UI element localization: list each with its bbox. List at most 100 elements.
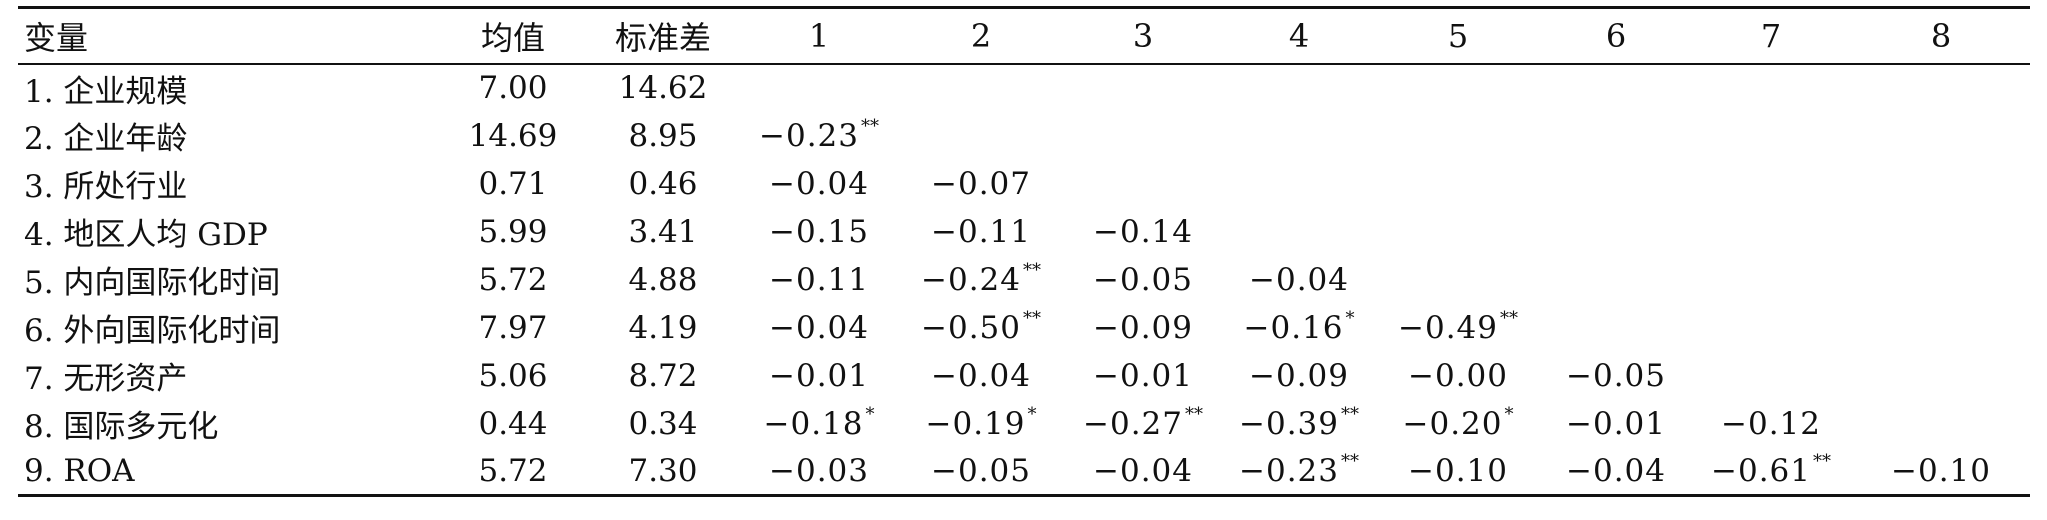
correlation-cell: −0.24 **	[900, 256, 1062, 304]
correlation-cell	[1224, 64, 1374, 112]
variable-label: 2. 企业年龄	[24, 121, 188, 157]
correlation-table: 变量 均值 标准差 1 2 3 4 5 6 7 8 1. 企业规模 7.00 14.62 2. 企业年龄 1…	[18, 6, 2030, 497]
variable-label: 7. 无形资产	[24, 361, 188, 397]
correlation-cell	[1852, 352, 2030, 400]
column-header: 标准差	[614, 18, 711, 57]
correlation-cell	[1852, 400, 2030, 448]
mean-value: 14.69	[468, 117, 558, 154]
correlation-cell: −0.00	[1374, 352, 1542, 400]
correlation-value: −0.05	[931, 452, 1031, 489]
table-row: 6. 外向国际化时间 7.97 4.19 −0.04 −0.50 ** −0.09 −0.16…	[18, 304, 2030, 352]
correlation-value: −0.14	[1093, 213, 1193, 250]
significance-mark: *	[1027, 403, 1037, 425]
correlation-value: −0.27	[1083, 405, 1183, 442]
correlation-table-container: 变量 均值 标准差 1 2 3 4 5 6 7 8 1. 企业规模 7.00 14.62 2. 企业年龄 1…	[18, 6, 2030, 497]
column-header: 8	[1930, 16, 1952, 55]
correlation-cell: −0.49 **	[1374, 304, 1542, 352]
correlation-cell	[1374, 112, 1542, 160]
mean-value: 5.72	[478, 261, 548, 298]
correlation-cell	[1374, 256, 1542, 304]
correlation-value: −0.04	[931, 357, 1031, 394]
significance-mark: **	[861, 115, 879, 137]
header-row: 变量 均值 标准差 1 2 3 4 5 6 7 8	[18, 8, 2030, 64]
correlation-cell	[1852, 256, 2030, 304]
correlation-cell: −0.61 **	[1690, 448, 1852, 496]
correlation-cell: −0.04	[738, 160, 900, 208]
correlation-cell: −0.09	[1224, 352, 1374, 400]
mean-value: 7.00	[478, 70, 548, 106]
mean-value: 0.71	[478, 165, 548, 202]
correlation-cell	[1690, 160, 1852, 208]
correlation-cell: −0.12	[1690, 400, 1852, 448]
correlation-value: −0.49	[1398, 309, 1498, 346]
correlation-cell	[1542, 304, 1690, 352]
correlation-value: −0.04	[1093, 452, 1193, 489]
variable-label: 9. ROA	[24, 452, 135, 489]
sd-value: 8.95	[628, 117, 698, 154]
correlation-cell: −0.04	[1542, 448, 1690, 496]
correlation-value: −0.15	[769, 213, 869, 250]
column-header: 2	[970, 16, 992, 55]
correlation-cell: −0.18 *	[738, 400, 900, 448]
correlation-cell	[1224, 160, 1374, 208]
correlation-value: −0.04	[1249, 261, 1349, 298]
correlation-value: −0.16	[1243, 309, 1344, 346]
table-row: 5. 内向国际化时间 5.72 4.88 −0.11 −0.24 ** −0.05 −0.04	[18, 256, 2030, 304]
correlation-cell: −0.23 **	[738, 112, 900, 160]
correlation-cell	[1852, 304, 2030, 352]
column-header: 均值	[480, 18, 545, 57]
correlation-cell: −0.05	[1542, 352, 1690, 400]
sd-value: 0.34	[628, 405, 698, 442]
sd-value: 8.72	[628, 357, 698, 394]
column-header: 6	[1605, 16, 1627, 55]
correlation-cell	[1224, 208, 1374, 256]
table-row: 3. 所处行业 0.71 0.46 −0.04 −0.07	[18, 160, 2030, 208]
correlation-value: −0.05	[1093, 261, 1193, 298]
mean-value: 5.06	[478, 357, 548, 394]
table-row: 7. 无形资产 5.06 8.72 −0.01 −0.04 −0.01 −0.09 −0.00…	[18, 352, 2030, 400]
mean-value: 7.97	[478, 309, 548, 346]
significance-mark: *	[1504, 403, 1514, 425]
correlation-cell: −0.05	[1062, 256, 1224, 304]
correlation-cell: −0.04	[900, 352, 1062, 400]
correlation-cell	[1542, 160, 1690, 208]
correlation-cell: −0.01	[1062, 352, 1224, 400]
correlation-cell: −0.50 **	[900, 304, 1062, 352]
correlation-value: −0.04	[1566, 452, 1666, 489]
correlation-cell	[1690, 304, 1852, 352]
sd-value: 7.30	[628, 452, 698, 489]
correlation-value: −0.12	[1721, 405, 1821, 442]
significance-mark: **	[1813, 450, 1831, 472]
correlation-cell	[1852, 64, 2030, 112]
correlation-cell	[1374, 64, 1542, 112]
correlation-cell: −0.27 **	[1062, 400, 1224, 448]
table-body: 1. 企业规模 7.00 14.62 2. 企业年龄 14.69 8.95 −0.23 ** 3…	[18, 64, 2030, 496]
significance-mark: *	[865, 403, 875, 425]
correlation-cell: −0.09	[1062, 304, 1224, 352]
correlation-cell: −0.14	[1062, 208, 1224, 256]
correlation-cell	[900, 112, 1062, 160]
table-row: 8. 国际多元化 0.44 0.34 −0.18 * −0.19 * −0.27 ** −0.39…	[18, 400, 2030, 448]
correlation-cell: −0.01	[1542, 400, 1690, 448]
column-header: 5	[1447, 16, 1469, 55]
correlation-cell	[900, 64, 1062, 112]
variable-label: 4. 地区人均 GDP	[24, 217, 268, 253]
correlation-cell	[1374, 160, 1542, 208]
correlation-cell: −0.19 *	[900, 400, 1062, 448]
correlation-cell: −0.23 **	[1224, 448, 1374, 496]
correlation-value: −0.04	[769, 309, 869, 346]
correlation-cell: −0.07	[900, 160, 1062, 208]
column-header: 3	[1132, 16, 1154, 55]
correlation-cell: −0.10	[1852, 448, 2030, 496]
correlation-cell: −0.04	[1224, 256, 1374, 304]
correlation-cell: −0.05	[900, 448, 1062, 496]
correlation-cell	[1062, 64, 1224, 112]
correlation-value: −0.01	[769, 357, 869, 394]
correlation-cell: −0.01	[738, 352, 900, 400]
significance-mark: **	[1341, 403, 1359, 425]
sd-value: 3.41	[628, 213, 698, 250]
correlation-value: −0.50	[921, 309, 1021, 346]
variable-label: 5. 内向国际化时间	[24, 265, 281, 301]
correlation-value: −0.24	[921, 261, 1021, 298]
correlation-cell	[1542, 64, 1690, 112]
